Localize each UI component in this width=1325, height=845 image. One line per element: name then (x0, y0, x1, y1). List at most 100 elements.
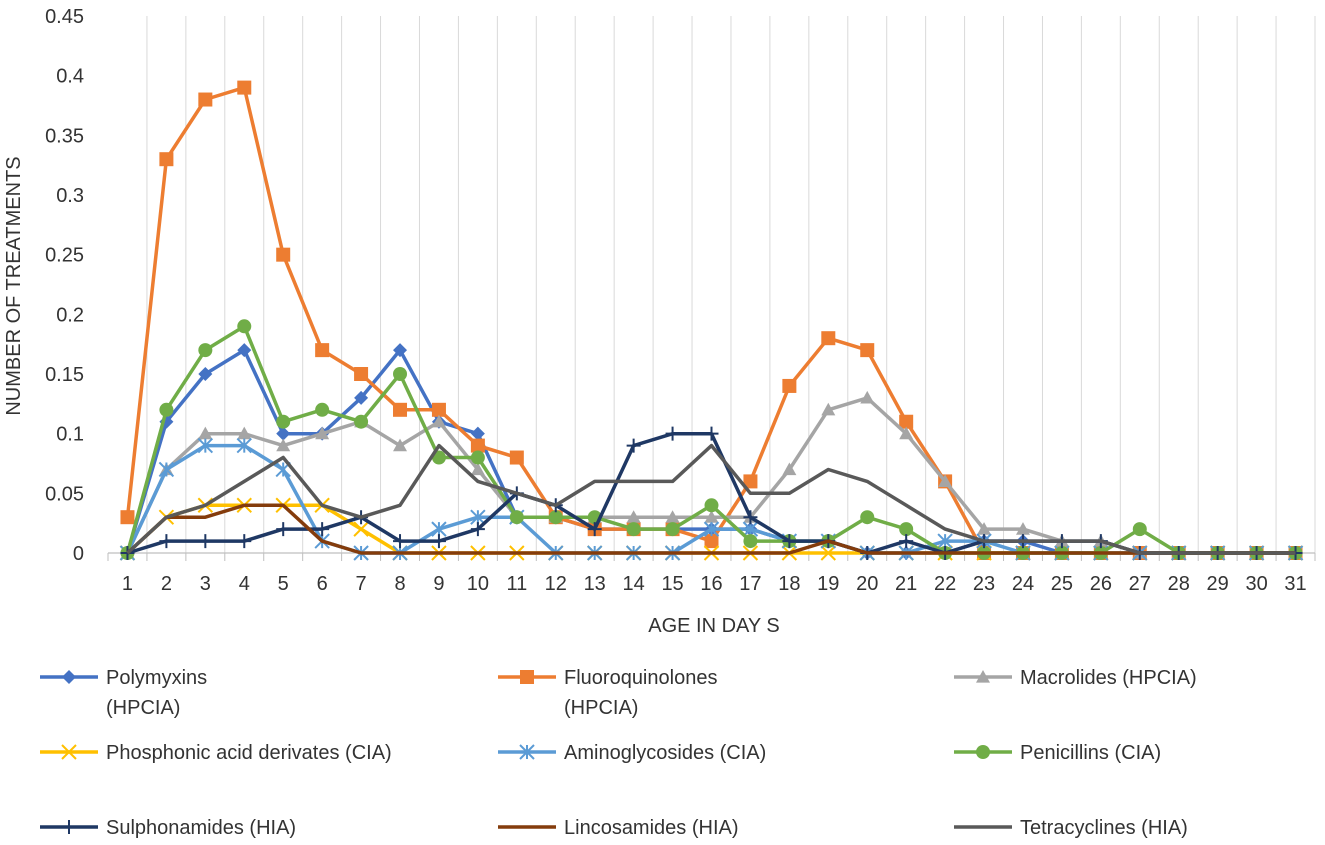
data-point (665, 510, 680, 523)
y-tick-label: 0.45 (45, 6, 84, 28)
data-point (782, 534, 797, 549)
legend: Polymyxins (HPCIA) Fluoroquinolones (HPCIA)… (40, 667, 1197, 839)
x-tick-label: 4 (239, 573, 250, 595)
data-point (626, 438, 641, 453)
x-tick-label: 30 (1245, 573, 1267, 595)
data-point (393, 343, 408, 358)
x-tick-label: 23 (973, 573, 995, 595)
data-point (938, 474, 953, 487)
legend-item-polymyxins-hpcia: Polymyxins (HPCIA) (40, 667, 207, 719)
x-tick-label: 6 (317, 573, 328, 595)
data-point (393, 534, 408, 549)
x-tick-label: 2 (161, 573, 172, 595)
data-point (509, 450, 524, 465)
data-point (470, 462, 485, 476)
data-point (393, 402, 408, 417)
x-tick-label: 18 (778, 573, 800, 595)
y-tick-label: 0.35 (45, 125, 84, 147)
x-tick-label: 25 (1051, 573, 1073, 595)
data-point (431, 521, 447, 537)
data-point (470, 426, 485, 441)
data-point (198, 367, 213, 381)
x-tick-label: 5 (278, 573, 289, 595)
data-point (315, 343, 330, 358)
data-point (159, 534, 174, 549)
y-tick-label: 0.15 (45, 364, 84, 386)
data-point (977, 522, 992, 535)
data-point (703, 521, 720, 537)
legend-label: Lincosamides (HIA) (564, 817, 739, 839)
y-tick-label: 0.3 (56, 185, 84, 207)
data-point (237, 343, 252, 358)
y-tick-label: 0 (73, 543, 84, 565)
data-point (1015, 522, 1030, 535)
data-point (860, 343, 875, 358)
legend-label: Penicillins (CIA) (1020, 742, 1161, 764)
data-point (742, 521, 759, 537)
data-point (315, 522, 330, 537)
data-point (665, 426, 680, 441)
legend-label: Sulphonamides (HIA) (106, 817, 296, 839)
legend-item-lincosamides-hia: Lincosamides (HIA) (498, 817, 739, 839)
data-point (937, 533, 953, 549)
legend-marker-plus-icon (62, 820, 76, 834)
data-point (626, 510, 641, 523)
y-tick-label: 0.05 (45, 483, 84, 505)
series-line-lincosamides-hia (126, 503, 1296, 555)
data-point (431, 414, 446, 428)
data-point (276, 247, 291, 262)
x-tick-label: 31 (1284, 573, 1306, 595)
series-lincosamides-hia (126, 503, 1296, 555)
legend-marker-circle-icon (976, 745, 990, 759)
data-point (159, 402, 174, 417)
data-point (470, 450, 485, 465)
data-point (470, 522, 485, 537)
data-point (393, 367, 408, 381)
data-point (276, 414, 291, 429)
data-point (704, 534, 719, 549)
data-point (743, 510, 758, 525)
data-point (470, 509, 486, 525)
x-axis-title: AGE IN DAY S (648, 615, 780, 637)
x-tick-label: 29 (1207, 573, 1229, 595)
x-tick-label: 28 (1168, 573, 1190, 595)
data-point (899, 414, 914, 429)
data-point (237, 534, 252, 549)
legend-label: Macrolides (HPCIA) (1020, 667, 1197, 689)
series-tetracyclines-hia (126, 443, 1296, 555)
x-tick-label: 22 (934, 573, 956, 595)
data-point (743, 534, 758, 549)
data-point (626, 522, 641, 537)
data-point (1132, 522, 1147, 537)
data-point (782, 462, 797, 476)
legend-marker-star-icon (519, 744, 535, 760)
legend-label: (HPCIA) (564, 697, 638, 719)
x-tick-label: 16 (700, 573, 722, 595)
x-tick-label: 12 (545, 573, 567, 595)
legend-label: Polymyxins (106, 667, 207, 689)
data-point (198, 343, 213, 358)
data-point (120, 546, 135, 560)
y-tick-label: 0.2 (56, 304, 84, 326)
data-point (860, 510, 875, 525)
x-tick-label: 13 (584, 573, 606, 595)
data-point (198, 426, 213, 440)
data-point (315, 402, 330, 417)
data-point (276, 438, 291, 452)
data-point (198, 534, 213, 549)
legend-label: (HPCIA) (106, 697, 180, 719)
y-axis-title: NUMBER OF TREATMENTS (3, 156, 25, 415)
x-tick-label: 1 (122, 573, 133, 595)
x-tick-label: 10 (467, 573, 489, 595)
x-tick-label: 21 (895, 573, 917, 595)
data-point (237, 426, 252, 440)
data-point (159, 152, 174, 167)
legend-marker-x-icon (61, 744, 77, 760)
data-point (743, 474, 758, 489)
x-tick-label: 20 (856, 573, 878, 595)
data-point (276, 426, 291, 441)
legend-label: Phosphonic acid derivates (CIA) (106, 742, 392, 764)
x-tick-label: 24 (1012, 573, 1034, 595)
